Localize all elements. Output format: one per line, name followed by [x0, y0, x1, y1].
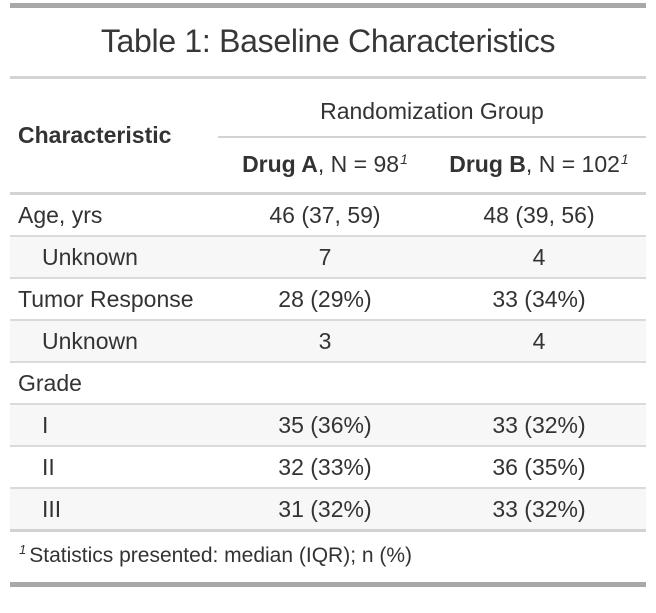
cell-drug-b: 48 (39, 56)	[431, 193, 646, 237]
drug-b-n: , N = 102	[525, 151, 620, 178]
footnote-text: Statistics presented: median (IQR); n (%…	[29, 543, 413, 567]
table-container: Table 1: Baseline Characteristics Charac…	[10, 3, 646, 587]
table-row-grade-2: II 32 (33%) 36 (35%)	[10, 445, 646, 489]
table-row-tumor-unknown: Unknown 3 4	[10, 319, 646, 363]
cell-drug-b: 33 (34%)	[431, 277, 646, 321]
row-label: Unknown	[10, 319, 218, 363]
cell-drug-a: 31 (32%)	[217, 487, 432, 532]
table-row-tumor-response: Tumor Response 28 (29%) 33 (34%)	[10, 277, 646, 321]
table-title: Table 1: Baseline Characteristics	[10, 8, 646, 79]
row-label: Age, yrs	[10, 193, 218, 237]
cell-drug-b	[431, 361, 646, 405]
table-row-age-unknown: Unknown 7 4	[10, 235, 646, 279]
row-label: Grade	[10, 361, 218, 405]
bottom-rule-bar	[10, 581, 646, 587]
row-label: III	[10, 487, 218, 532]
table-row-grade: Grade	[10, 361, 646, 405]
cell-drug-b: 4	[431, 319, 646, 363]
row-label: II	[10, 445, 218, 489]
cell-drug-a: 28 (29%)	[217, 277, 432, 321]
cell-drug-b: 33 (32%)	[431, 403, 646, 447]
table-row-grade-1: I 35 (36%) 33 (32%)	[10, 403, 646, 447]
cell-drug-a: 3	[217, 319, 432, 363]
column-header-drug-a: Drug A, N = 981	[217, 137, 432, 195]
row-label: Tumor Response	[10, 277, 218, 321]
cell-drug-a	[217, 361, 432, 405]
top-rule-bar	[10, 3, 646, 8]
footnote-mark-icon: 1	[19, 541, 27, 557]
table-row-age: Age, yrs 46 (37, 59) 48 (39, 56)	[10, 193, 646, 237]
drug-a-n: , N = 98	[317, 151, 400, 178]
cell-drug-a: 7	[217, 235, 432, 279]
row-label: I	[10, 403, 218, 447]
table-row-grade-3: III 31 (32%) 33 (32%)	[10, 487, 646, 532]
column-labels-row: Drug A, N = 981 Drug B, N = 1021	[10, 137, 646, 195]
stub-header-characteristic: Characteristic	[10, 79, 218, 195]
column-header-drug-b: Drug B, N = 1021	[431, 137, 646, 195]
drug-b-name: Drug B	[449, 151, 526, 178]
cell-drug-a: 32 (33%)	[217, 445, 432, 489]
table-body: Age, yrs 46 (37, 59) 48 (39, 56) Unknown…	[10, 193, 646, 532]
cell-drug-a: 46 (37, 59)	[217, 193, 432, 237]
cell-drug-b: 36 (35%)	[431, 445, 646, 489]
spanner-label-randomization-group: Randomization Group	[217, 79, 646, 138]
table-header: Characteristic Randomization Group Drug …	[10, 79, 646, 195]
drug-a-name: Drug A	[242, 151, 318, 178]
cell-drug-b: 33 (32%)	[431, 487, 646, 532]
footnote-mark-icon: 1	[400, 150, 408, 167]
baseline-characteristics-table: Characteristic Randomization Group Drug …	[10, 79, 646, 532]
footnote-mark-icon: 1	[620, 150, 629, 167]
spanner-row: Characteristic Randomization Group	[10, 79, 646, 195]
table-footnote: 1 Statistics presented: median (IQR); n (…	[10, 532, 646, 582]
cell-drug-b: 4	[431, 235, 646, 279]
row-label: Unknown	[10, 235, 218, 279]
cell-drug-a: 35 (36%)	[217, 403, 432, 447]
